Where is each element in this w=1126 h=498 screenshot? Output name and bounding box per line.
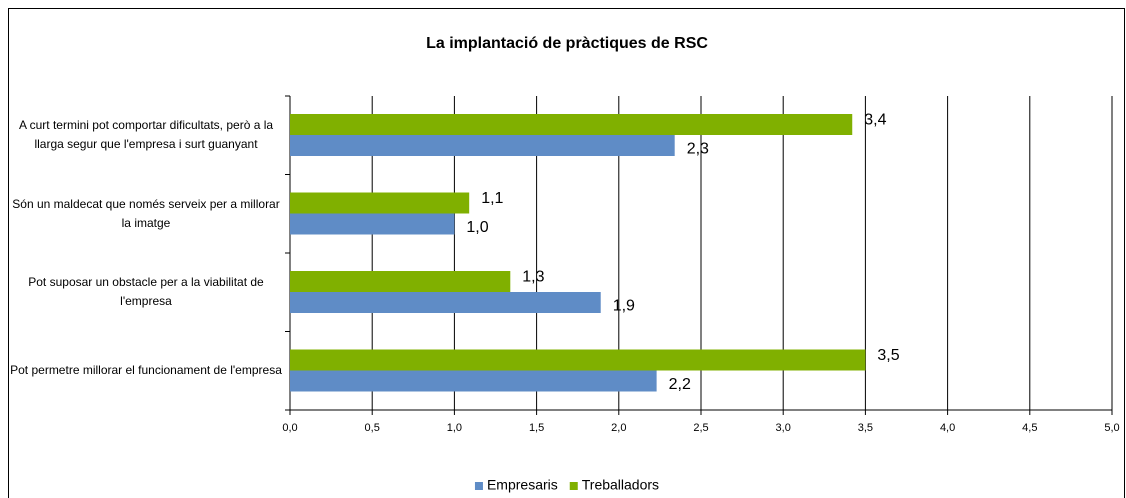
x-tick-label: 1,5 bbox=[529, 422, 544, 434]
chart-title: La implantació de pràctiques de RSC bbox=[426, 35, 708, 52]
x-tick-label: 1,0 bbox=[447, 422, 462, 434]
y-tick-label: Són un maldecat que només serveix per a … bbox=[12, 196, 280, 230]
y-tick-label: A curt termini pot comportar dificultats… bbox=[18, 118, 274, 152]
x-tick-label: 3,5 bbox=[858, 422, 873, 434]
data-label: 1,1 bbox=[481, 190, 503, 207]
x-tick-label: 4,5 bbox=[1022, 422, 1037, 434]
data-label: 2,2 bbox=[669, 376, 691, 393]
data-label: 1,9 bbox=[613, 298, 635, 315]
data-label: 2,3 bbox=[687, 141, 709, 158]
data-label: 1,3 bbox=[522, 269, 544, 286]
y-tick-label: Pot suposar un obstacle per a la viabili… bbox=[28, 275, 264, 309]
data-label: 3,5 bbox=[877, 347, 899, 364]
x-tick-label: 0,5 bbox=[365, 422, 380, 434]
bar bbox=[290, 271, 511, 292]
legend-swatch bbox=[569, 482, 578, 490]
legend-swatch bbox=[474, 482, 483, 490]
legend-label: Empresaris bbox=[487, 477, 558, 493]
bar bbox=[290, 135, 675, 156]
x-tick-label: 5,0 bbox=[1104, 422, 1119, 434]
x-tick-label: 2,0 bbox=[611, 422, 626, 434]
x-tick-label: 0,0 bbox=[282, 422, 297, 434]
bar bbox=[290, 114, 853, 135]
x-tick-label: 2,5 bbox=[693, 422, 708, 434]
bar bbox=[290, 192, 470, 214]
y-tick-label: Pot permetre millorar el funcionament de… bbox=[10, 363, 282, 378]
bar bbox=[290, 213, 455, 235]
bar bbox=[290, 370, 657, 392]
x-tick-label: 3,0 bbox=[776, 422, 791, 434]
x-tick-label: 4,0 bbox=[940, 422, 955, 434]
bar bbox=[290, 349, 866, 371]
data-label: 3,4 bbox=[864, 112, 886, 129]
legend-label: Treballadors bbox=[582, 477, 659, 493]
bar bbox=[290, 292, 601, 313]
chart-frame bbox=[8, 8, 1125, 498]
data-label: 1,0 bbox=[466, 219, 488, 236]
